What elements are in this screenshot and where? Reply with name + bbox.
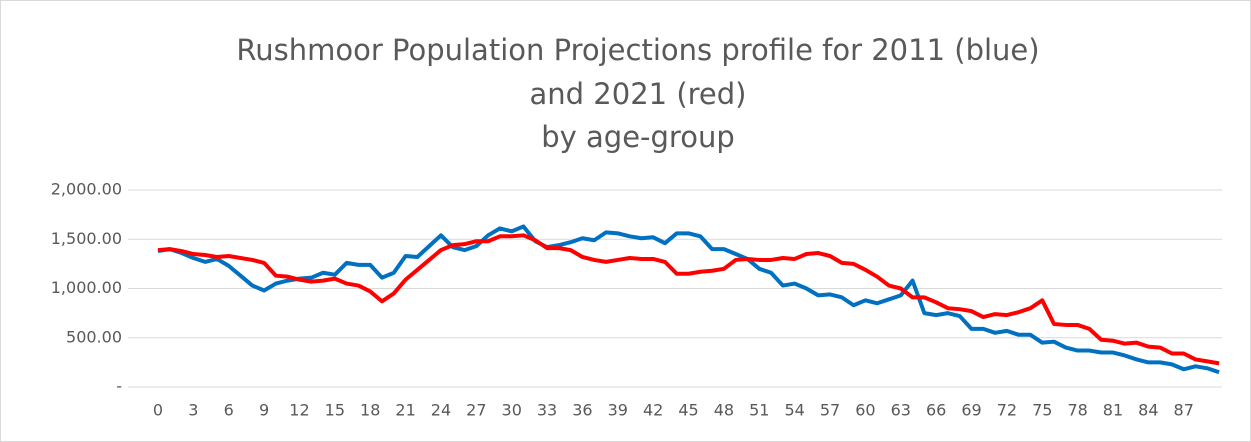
- chart-title: Rushmoor Population Projections profile …: [236, 33, 1039, 67]
- x-tick-label: 63: [891, 401, 911, 420]
- x-tick-label: 33: [537, 401, 557, 420]
- x-tick-label: 12: [289, 401, 309, 420]
- y-tick-label: 1,500.00: [51, 229, 122, 248]
- x-tick-label: 84: [1138, 401, 1158, 420]
- x-tick-label: 45: [678, 401, 698, 420]
- x-tick-label: 39: [608, 401, 628, 420]
- x-tick-label: 42: [643, 401, 663, 420]
- x-tick-label: 30: [502, 401, 522, 420]
- y-tick-label: 1,000.00: [51, 278, 122, 297]
- x-tick-label: 18: [360, 401, 380, 420]
- x-tick-label: 0: [153, 401, 163, 420]
- x-tick-label: 87: [1174, 401, 1194, 420]
- x-tick-label: 21: [395, 401, 415, 420]
- x-tick-label: 9: [259, 401, 269, 420]
- x-tick-label: 3: [188, 401, 198, 420]
- x-tick-label: 6: [224, 401, 234, 420]
- series-line: [157, 233, 1220, 366]
- x-tick-label: 24: [431, 401, 451, 420]
- x-tick-label: 69: [961, 401, 981, 420]
- y-tick-label: 500.00: [66, 327, 122, 346]
- x-tick-label: 66: [926, 401, 946, 420]
- y-tick-label: 2,000.00: [51, 180, 122, 199]
- x-tick-label: 48: [714, 401, 734, 420]
- y-tick-label: -: [116, 377, 122, 396]
- x-tick-label: 75: [1032, 401, 1052, 420]
- x-tick-label: 51: [749, 401, 769, 420]
- chart-title: by age-group: [541, 120, 735, 154]
- x-tick-label: 60: [855, 401, 875, 420]
- chart-title: and 2021 (red): [530, 77, 747, 111]
- x-tick-label: 27: [466, 401, 486, 420]
- x-tick-label: 78: [1067, 401, 1087, 420]
- x-tick-label: 36: [572, 401, 592, 420]
- x-tick-label: 81: [1103, 401, 1123, 420]
- series-line: [157, 224, 1220, 375]
- x-tick-label: 57: [820, 401, 840, 420]
- x-tick-label: 54: [784, 401, 804, 420]
- x-tick-label: 15: [325, 401, 345, 420]
- x-tick-label: 72: [997, 401, 1017, 420]
